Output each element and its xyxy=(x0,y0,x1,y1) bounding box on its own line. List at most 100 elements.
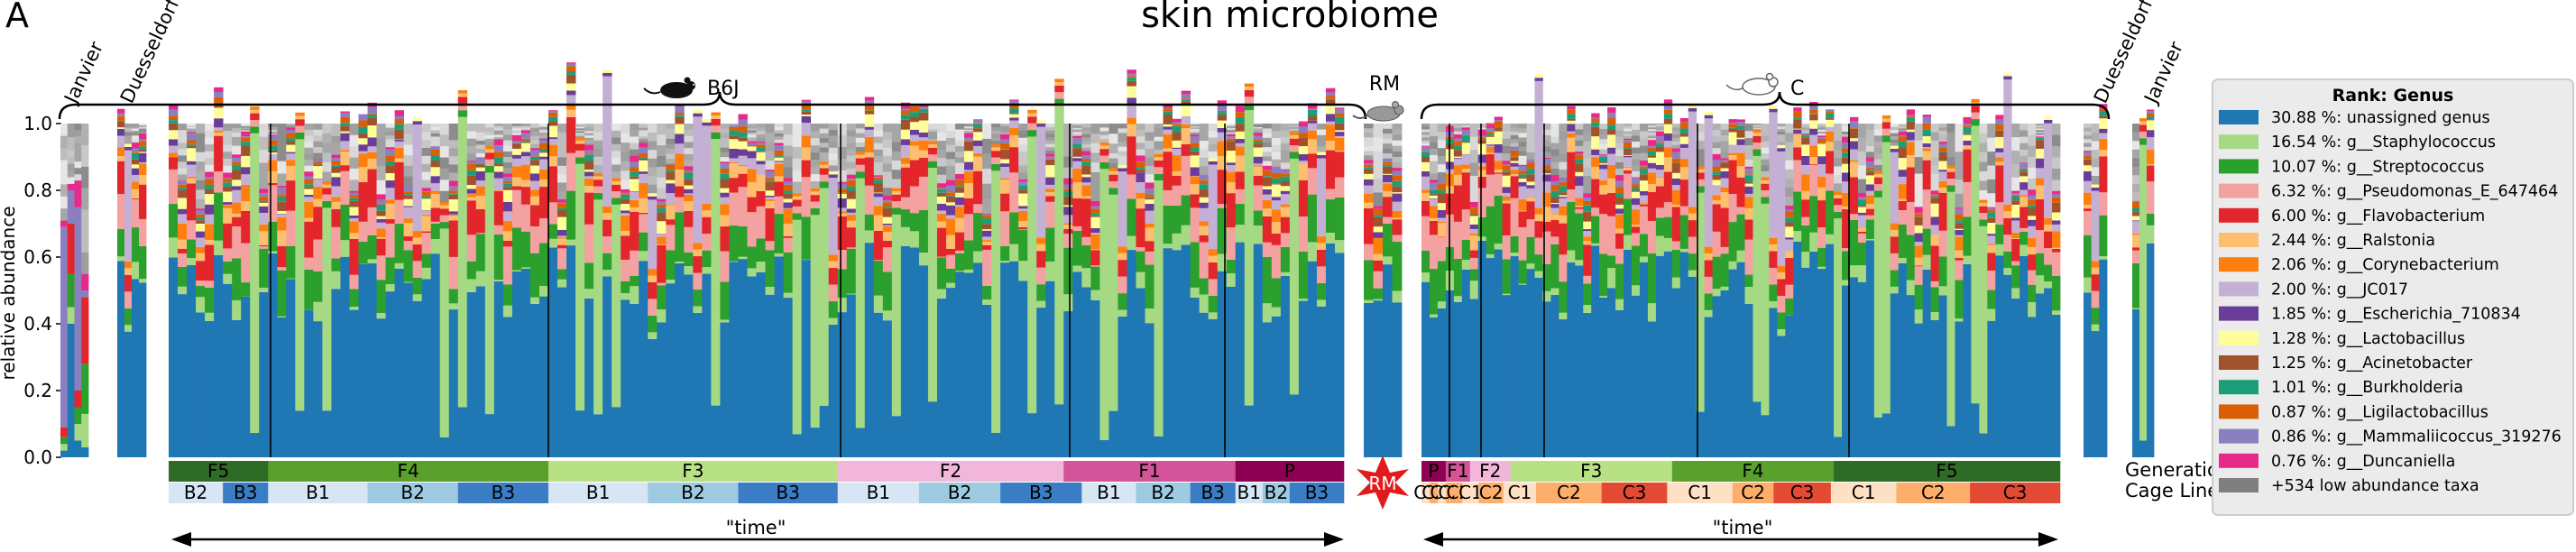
bar-segment xyxy=(430,239,441,254)
bar-segment xyxy=(1946,426,1955,457)
bar-segment xyxy=(891,191,902,195)
bar-segment xyxy=(1334,197,1345,241)
bar-segment xyxy=(313,271,323,302)
bar-segment xyxy=(1190,132,1201,134)
bar-segment xyxy=(196,198,206,209)
bar-segment xyxy=(1607,118,1616,125)
bar-segment xyxy=(178,184,188,189)
bar-segment xyxy=(955,145,965,152)
bar-segment xyxy=(1163,129,1173,134)
bar-segment xyxy=(1793,117,1802,120)
bar-segment xyxy=(340,170,350,206)
bar-segment xyxy=(639,214,649,233)
bar-segment xyxy=(1226,165,1237,172)
bar-segment xyxy=(1914,245,1924,258)
bar-segment xyxy=(1453,133,1463,135)
track-segment-label: B1 xyxy=(1237,482,1261,503)
bar-segment xyxy=(1979,206,1988,214)
bar-segment xyxy=(1550,207,1559,214)
bar-segment xyxy=(1647,162,1657,169)
bar-segment xyxy=(1145,199,1155,204)
bar-segment xyxy=(1849,127,1859,129)
bar-segment xyxy=(1534,74,1543,78)
bar-segment xyxy=(1316,152,1327,155)
bar-segment xyxy=(340,111,350,114)
bar-segment xyxy=(178,149,188,156)
bar-segment xyxy=(475,144,486,150)
bar-segment xyxy=(1373,178,1384,193)
bar-segment xyxy=(909,106,920,113)
bar-segment xyxy=(584,154,594,155)
bar-segment xyxy=(2044,225,2053,232)
bar-segment xyxy=(457,103,468,111)
bar-segment xyxy=(1922,123,1932,130)
bar-segment xyxy=(331,129,341,136)
bar-segment xyxy=(223,191,233,203)
bar-segment xyxy=(1922,228,1932,255)
bar-segment xyxy=(1591,167,1600,179)
bar-segment xyxy=(1461,239,1471,261)
bar-segment xyxy=(855,151,866,155)
bar-segment xyxy=(783,181,793,185)
bar-segment xyxy=(1383,264,1393,457)
bar-segment xyxy=(792,434,803,457)
bar-segment xyxy=(67,183,75,190)
bar-segment xyxy=(1298,299,1309,301)
bar-segment xyxy=(259,287,269,292)
bar-segment xyxy=(1109,170,1118,175)
bar-segment xyxy=(466,279,477,292)
bar-segment xyxy=(117,121,125,128)
bar-segment xyxy=(1785,237,1794,240)
bar-segment xyxy=(1550,184,1559,191)
bar-segment xyxy=(1469,299,1479,457)
bar-segment xyxy=(1542,231,1551,264)
bar-segment xyxy=(900,110,911,115)
bar-segment xyxy=(511,134,522,142)
bar-segment xyxy=(747,276,757,457)
bar-segment xyxy=(1486,123,1495,129)
bar-segment xyxy=(1090,161,1100,172)
bar-segment xyxy=(1583,141,1592,151)
bar-segment xyxy=(955,157,965,163)
bar-segment xyxy=(1271,184,1282,198)
bar-segment xyxy=(1550,136,1559,143)
bar-segment xyxy=(502,220,513,232)
bar-segment xyxy=(511,166,522,178)
bar-segment xyxy=(1728,222,1737,262)
bar-segment xyxy=(1995,115,2004,120)
bar-segment xyxy=(1469,162,1479,177)
y-tick-label: 0.8 xyxy=(23,179,52,201)
bar-segment xyxy=(1817,125,1826,128)
bar-segment xyxy=(1018,172,1028,180)
bar-segment xyxy=(1018,206,1028,209)
bar-segment xyxy=(1392,201,1403,211)
bar-segment xyxy=(1027,109,1037,114)
bar-segment xyxy=(1906,155,1916,168)
bar-segment xyxy=(1018,144,1028,152)
bar-segment xyxy=(232,154,242,158)
bar-segment xyxy=(575,163,585,411)
track-segment xyxy=(1421,461,1447,482)
bar-segment xyxy=(1453,131,1463,133)
bar-segment xyxy=(2099,259,2108,457)
bar-segment xyxy=(117,108,125,114)
bar-segment xyxy=(132,262,140,280)
bar-segment xyxy=(178,208,188,215)
bar-segment xyxy=(1099,161,1109,170)
bar-segment xyxy=(1136,192,1145,199)
bar-segment xyxy=(241,184,251,202)
bar-segment xyxy=(196,220,206,225)
bar-segment xyxy=(1364,142,1374,147)
bar-segment xyxy=(603,72,612,77)
bar-segment xyxy=(1761,183,1770,191)
bar-segment xyxy=(1364,151,1374,156)
bar-segment xyxy=(1280,275,1291,457)
bar-segment xyxy=(1307,153,1318,169)
bar-segment xyxy=(277,201,287,211)
bar-segment xyxy=(205,158,215,165)
bar-segment xyxy=(1289,145,1300,152)
bar-segment xyxy=(1510,150,1519,157)
bar-segment xyxy=(1834,166,1843,175)
bar-segment xyxy=(747,212,757,247)
